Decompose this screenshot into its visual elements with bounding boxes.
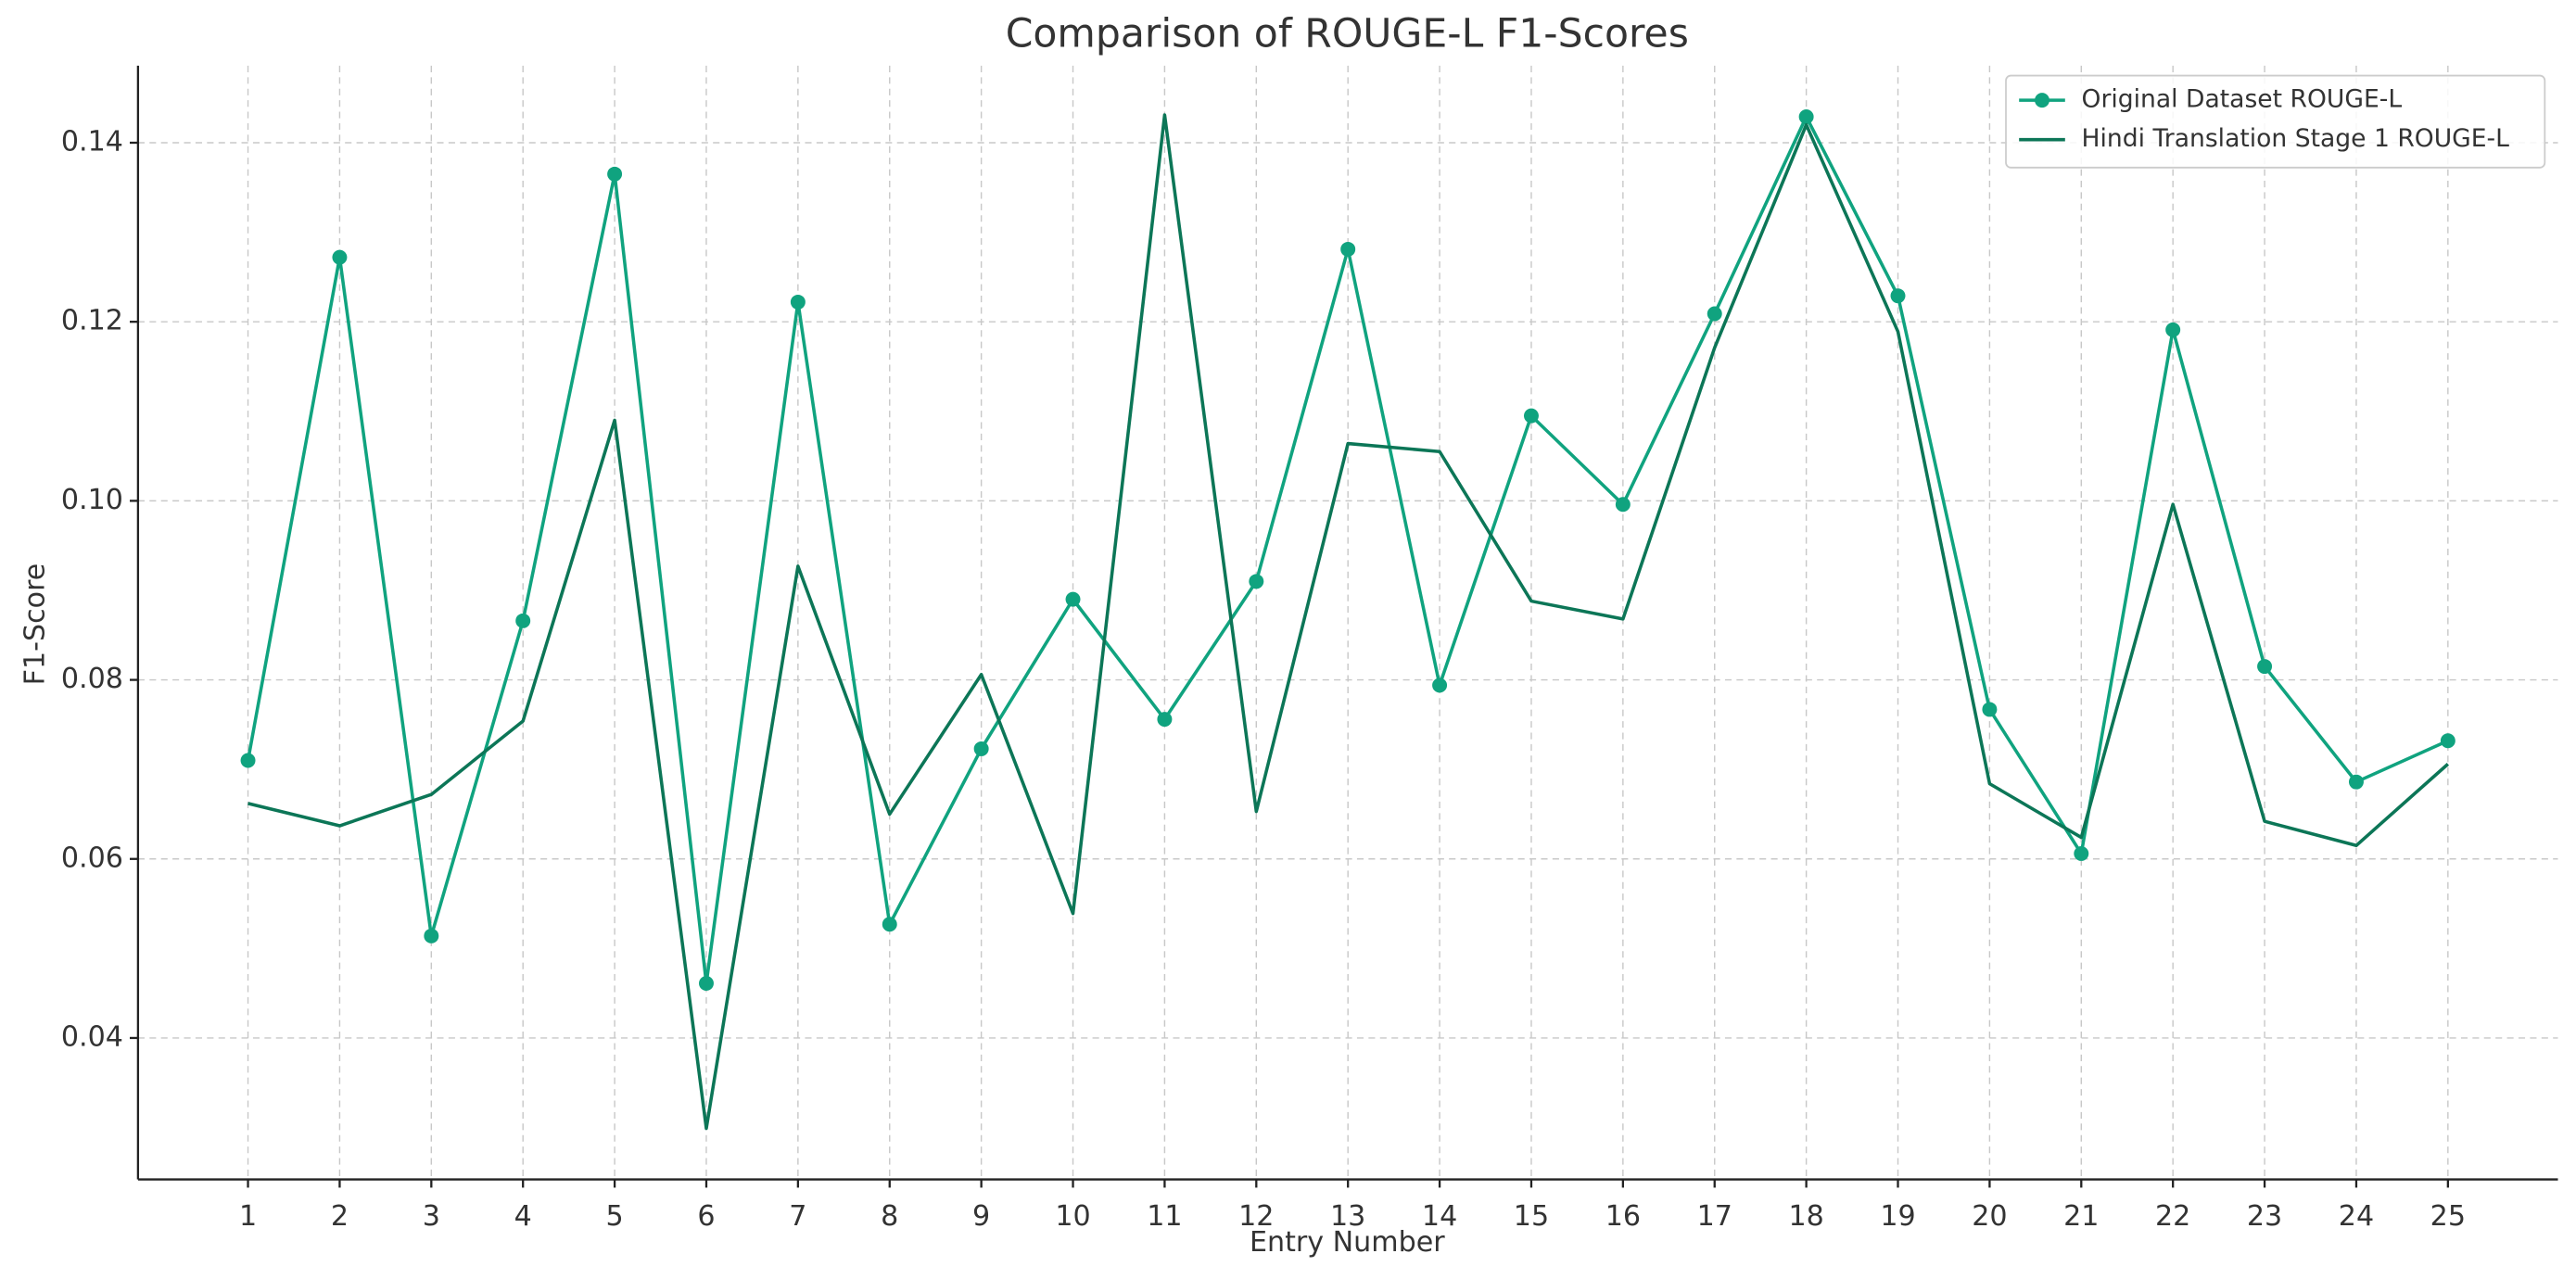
x-tick-label: 17 — [1697, 1200, 1732, 1233]
legend-box — [2005, 74, 2546, 169]
grid — [137, 65, 2558, 1180]
x-tick-label: 19 — [1880, 1200, 1915, 1233]
y-tick-label: 0.12 — [61, 305, 123, 337]
x-tick-label: 23 — [2247, 1200, 2282, 1233]
x-tick-label: 11 — [1147, 1200, 1182, 1233]
y-axis-label: F1-Score — [19, 564, 51, 686]
data-point — [1432, 677, 1448, 693]
data-point — [424, 928, 439, 943]
x-tick-label: 6 — [697, 1200, 715, 1233]
x-tick-label: 12 — [1238, 1200, 1274, 1233]
x-tick-label: 4 — [514, 1200, 532, 1233]
data-point — [332, 249, 348, 265]
data-point — [2348, 774, 2364, 790]
chart-title: Comparison of ROUGE-L F1-Scores — [1006, 12, 1689, 57]
x-tick-label: 3 — [423, 1200, 440, 1233]
y-tick-label: 0.04 — [61, 1020, 123, 1053]
legend-label: Original Dataset ROUGE-L — [2082, 85, 2403, 114]
x-tick-label: 14 — [1422, 1200, 1457, 1233]
x-tick-label: 16 — [1605, 1200, 1641, 1233]
x-tick-label: 10 — [1055, 1200, 1090, 1233]
data-point — [1523, 408, 1539, 424]
y-tick-label: 0.14 — [61, 125, 123, 158]
data-point — [607, 166, 623, 182]
x-tick-label: 24 — [2339, 1200, 2374, 1233]
data-point — [1707, 306, 1722, 322]
data-point — [1890, 288, 1906, 304]
legend-marker — [2035, 93, 2049, 108]
x-tick-label: 8 — [881, 1200, 898, 1233]
legend-label: Hindi Translation Stage 1 ROUGE-L — [2082, 124, 2510, 153]
data-point — [699, 976, 714, 991]
x-axis-label: Entry Number — [1250, 1226, 1445, 1259]
x-tick-label: 25 — [2430, 1200, 2466, 1233]
x-tick-label: 1 — [239, 1200, 257, 1233]
data-point — [790, 294, 806, 310]
data-point — [1982, 702, 1998, 717]
data-point — [882, 917, 897, 932]
y-tick-label: 0.08 — [61, 663, 123, 695]
x-tick-label: 20 — [1972, 1200, 2007, 1233]
data-point — [2257, 659, 2273, 675]
x-tick-label: 18 — [1788, 1200, 1823, 1233]
data-point — [1615, 497, 1631, 513]
legend: Original Dataset ROUGE-L Hindi Translatio… — [2005, 74, 2546, 169]
data-point — [2074, 845, 2089, 861]
x-tick-label: 2 — [331, 1200, 349, 1233]
data-point — [2165, 322, 2181, 337]
x-tick-label: 22 — [2155, 1200, 2190, 1233]
data-point — [240, 753, 256, 768]
y-tick-label: 0.06 — [61, 842, 123, 874]
data-point — [1065, 591, 1081, 607]
x-tick-label: 5 — [606, 1200, 624, 1233]
x-tick-label: 7 — [789, 1200, 806, 1233]
data-point — [1798, 109, 1814, 124]
x-tick-label: 9 — [972, 1200, 990, 1233]
data-point — [1249, 574, 1264, 589]
x-tick-label: 21 — [2063, 1200, 2099, 1233]
y-tick-label: 0.10 — [61, 484, 123, 516]
x-tick-label: 13 — [1330, 1200, 1365, 1233]
data-point — [1340, 241, 1356, 257]
data-point — [973, 741, 989, 756]
data-point — [1157, 712, 1173, 728]
data-point — [2440, 733, 2455, 749]
data-point — [515, 613, 531, 628]
series-line — [247, 113, 2450, 1131]
x-tick-label: 15 — [1514, 1200, 1549, 1233]
